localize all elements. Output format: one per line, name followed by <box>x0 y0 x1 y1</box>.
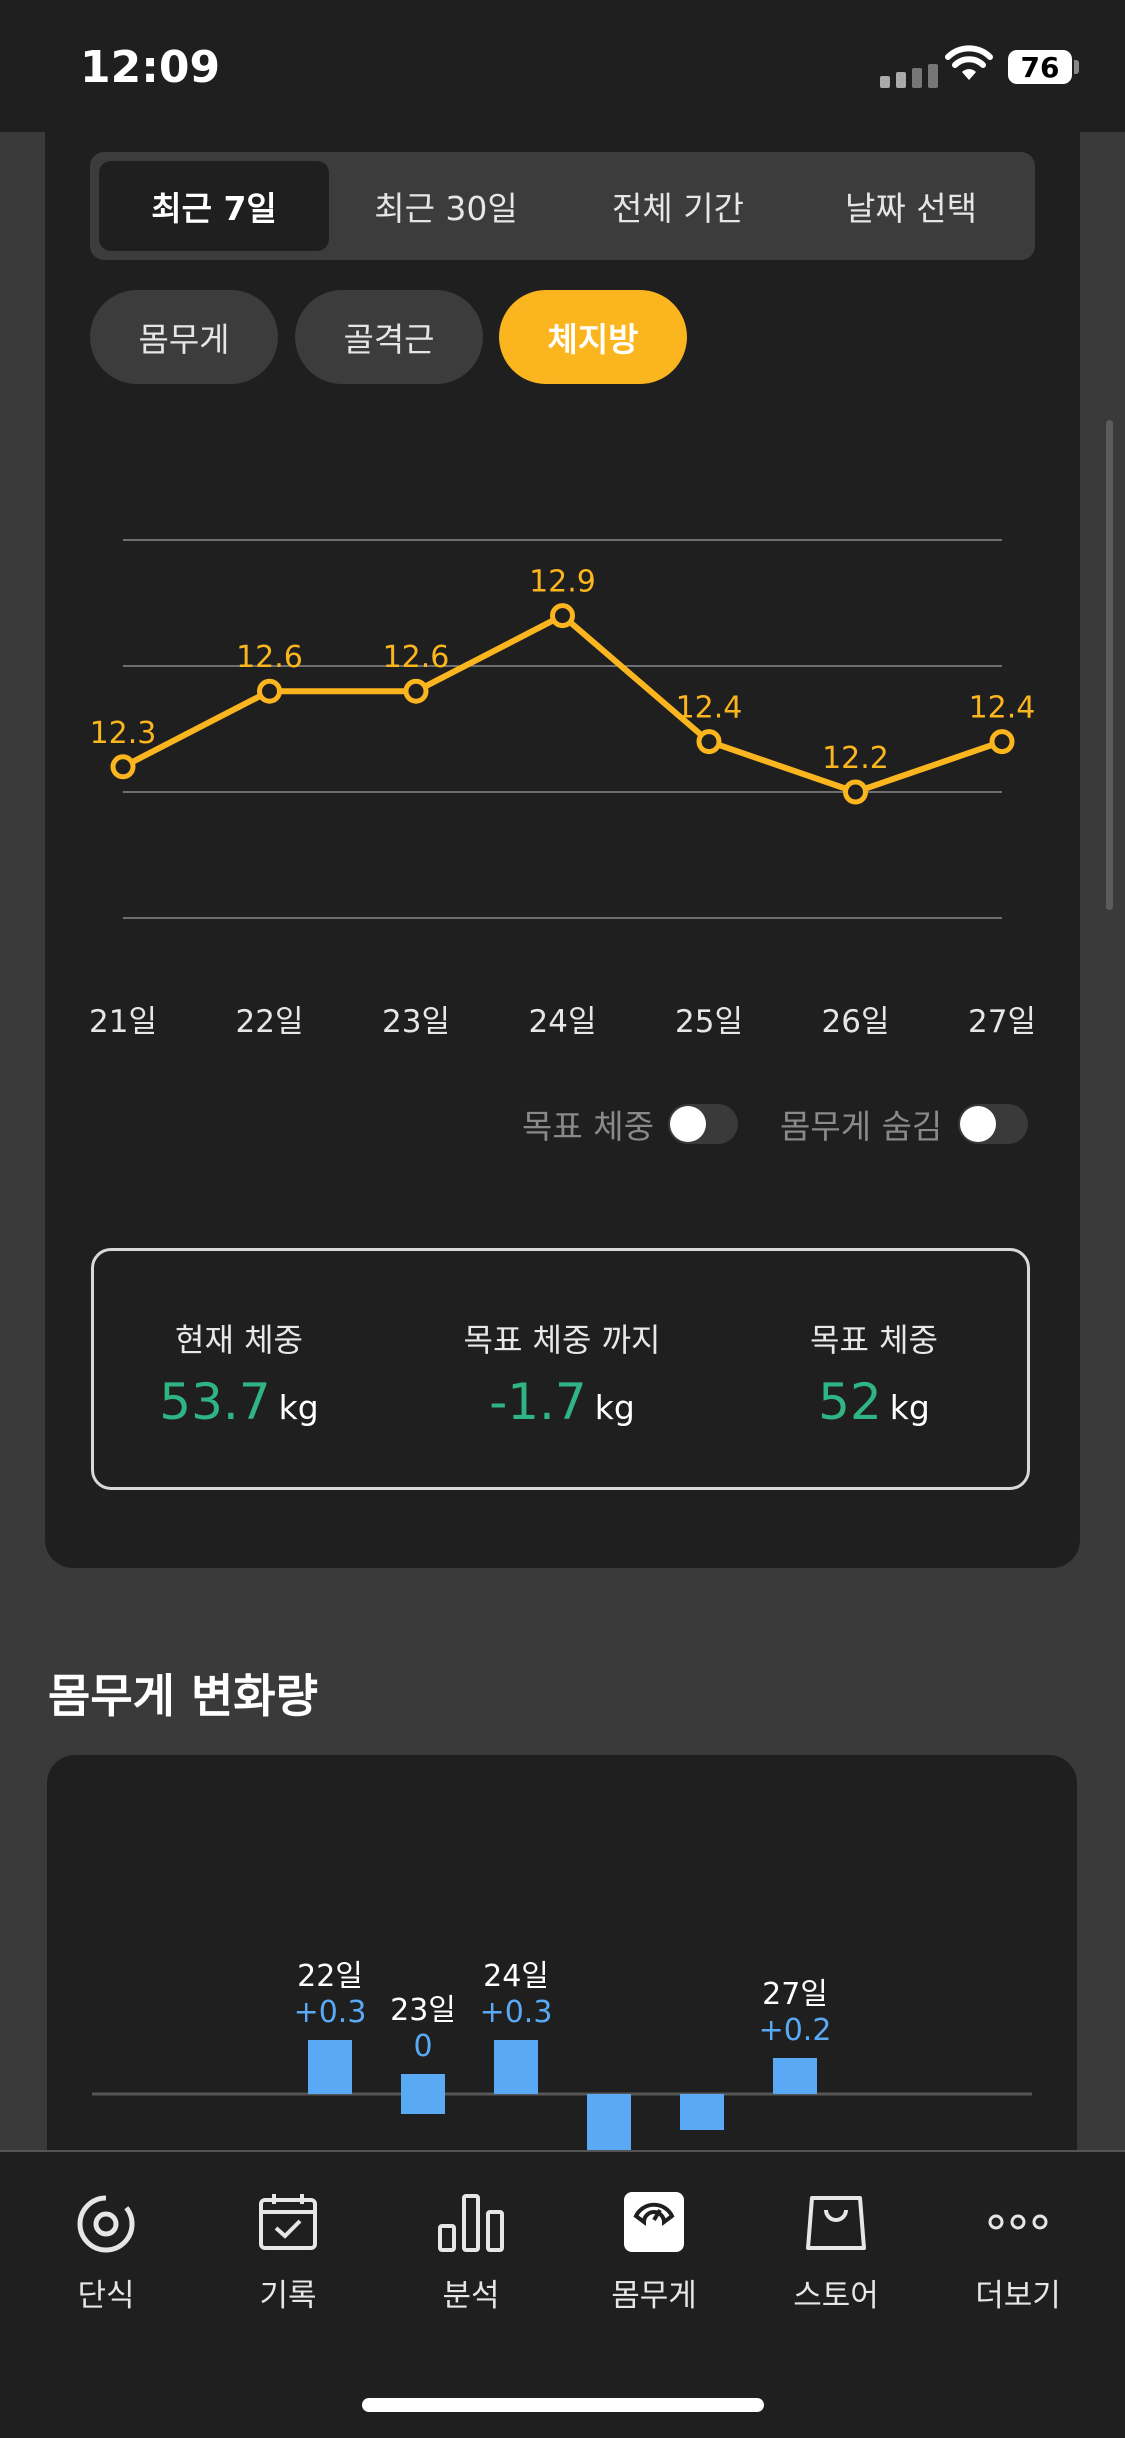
data-label: 12.6 <box>236 640 303 675</box>
data-label: 12.2 <box>822 741 889 776</box>
data-label: 12.6 <box>383 640 450 675</box>
shopping-bag-icon <box>761 2182 911 2262</box>
stat-label: 목표 체중 까지 <box>463 1321 661 1359</box>
change-bar <box>587 2094 631 2160</box>
tab-date-select[interactable]: 날짜 선택 <box>845 189 977 228</box>
battery-level: 76 <box>1020 50 1060 84</box>
scrollbar[interactable] <box>1106 420 1113 910</box>
tab-all-period[interactable]: 전체 기간 <box>612 189 744 228</box>
calendar-check-icon <box>213 2182 363 2262</box>
x-tick-label: 22일 <box>236 1004 304 1040</box>
more-dots-icon <box>943 2182 1093 2262</box>
data-point <box>843 779 868 805</box>
tab-record[interactable]: 기록 <box>213 2182 363 2315</box>
data-point <box>403 678 429 704</box>
tab-label: 기록 <box>259 2278 317 2314</box>
bar-value-label: 0 <box>413 2029 432 2064</box>
bar-value-label: +0.3 <box>294 1995 367 2030</box>
data-point <box>550 603 575 629</box>
change-bar <box>680 2094 724 2130</box>
bar-date-label: 23일 <box>390 1993 456 2028</box>
change-bar <box>308 2040 352 2094</box>
stat-current-weight: 현재 체중 53.7 kg <box>89 1315 389 1431</box>
change-bar <box>401 2074 445 2114</box>
stat-unit: kg <box>594 1388 635 1427</box>
home-indicator[interactable] <box>362 2398 764 2412</box>
bar-date-label: 24일 <box>483 1959 549 1994</box>
fasting-timer-icon <box>31 2182 181 2262</box>
wifi-icon <box>944 44 994 88</box>
x-tick-label: 25일 <box>675 1004 743 1040</box>
x-tick-label: 23일 <box>382 1004 450 1040</box>
stat-value: 52 <box>818 1373 882 1431</box>
bar-date-label: 22일 <box>297 1959 363 1994</box>
pill-body-fat[interactable]: 체지방 <box>499 290 687 384</box>
tab-weight[interactable]: 몸무게 <box>579 2182 729 2315</box>
stat-label: 목표 체중 <box>810 1321 938 1359</box>
data-label: 12.9 <box>529 565 596 600</box>
tab-store[interactable]: 스토어 <box>761 2182 911 2315</box>
x-tick-label: 27일 <box>968 1004 1036 1040</box>
toggle-knob <box>670 1106 706 1142</box>
bar-chart-icon <box>396 2182 546 2262</box>
tab-more[interactable]: 더보기 <box>943 2182 1093 2315</box>
goal-weight-toggle-label: 목표 체중 <box>522 1107 654 1146</box>
stat-goal-weight: 목표 체중 52 kg <box>724 1315 1024 1431</box>
x-tick-label: 24일 <box>529 1004 597 1040</box>
stat-to-goal: 목표 체중 까지 -1.7 kg <box>412 1315 712 1431</box>
goal-weight-toggle[interactable] <box>668 1104 738 1144</box>
data-point <box>989 729 1015 755</box>
tab-last-7-days[interactable]: 최근 7일 <box>99 161 329 251</box>
weight-stats-box: 현재 체중 53.7 kg 목표 체중 까지 -1.7 kg 목표 체중 52 kg <box>91 1248 1030 1490</box>
x-tick-label: 26일 <box>822 1004 890 1040</box>
tab-analysis[interactable]: 분석 <box>396 2182 546 2315</box>
pill-skeletal-muscle[interactable]: 골격근 <box>295 290 483 384</box>
stat-label: 현재 체중 <box>175 1321 303 1359</box>
hide-weight-toggle[interactable] <box>958 1104 1028 1144</box>
data-point <box>257 678 282 704</box>
change-bar <box>494 2040 538 2094</box>
bar-value-label: +0.3 <box>480 1995 553 2030</box>
change-bar <box>773 2058 817 2094</box>
tab-last-30-days[interactable]: 최근 30일 <box>374 189 518 228</box>
battery-icon: 76 <box>1008 50 1072 84</box>
scale-icon <box>579 2182 729 2262</box>
x-tick-label: 21일 <box>89 1004 157 1040</box>
section-title: 몸무게 변화량 <box>48 1669 318 1723</box>
stat-unit: kg <box>889 1388 930 1427</box>
body-fat-line-chart: 12.3 12.6 12.6 12.9 12.4 12.2 12.4 21일 22일 23일 24일… <box>89 539 1036 1040</box>
bottom-tab-bar: 단식 기록 분석 몸무게 스토어 더보기 <box>0 2150 1125 2438</box>
tab-label: 단식 <box>77 2278 135 2314</box>
data-label: 12.4 <box>676 691 743 726</box>
data-point <box>110 754 136 780</box>
stat-unit: kg <box>278 1388 319 1427</box>
signal-icon <box>880 64 938 88</box>
bar-date-label: 27일 <box>762 1977 828 2012</box>
stat-value: 53.7 <box>159 1373 271 1431</box>
tab-label: 분석 <box>442 2278 500 2314</box>
tab-fasting[interactable]: 단식 <box>31 2182 181 2315</box>
bar-value-label: +0.2 <box>759 2013 832 2048</box>
pill-weight[interactable]: 몸무게 <box>90 290 278 384</box>
data-point <box>696 729 722 755</box>
tab-label: 몸무게 <box>611 2278 697 2314</box>
status-bar: 12:09 76 <box>0 0 1125 132</box>
status-time: 12:09 <box>80 42 221 93</box>
hide-weight-toggle-label: 몸무게 숨김 <box>780 1107 943 1146</box>
tab-label: 더보기 <box>975 2278 1061 2314</box>
tab-label: 스토어 <box>793 2278 879 2314</box>
data-label: 12.4 <box>969 691 1036 726</box>
toggle-knob <box>960 1106 996 1142</box>
battery-nub <box>1074 60 1079 74</box>
stat-value: -1.7 <box>489 1373 587 1431</box>
data-label: 12.3 <box>90 716 157 751</box>
period-selector: 최근 7일 최근 30일 전체 기간 날짜 선택 <box>90 152 1035 260</box>
